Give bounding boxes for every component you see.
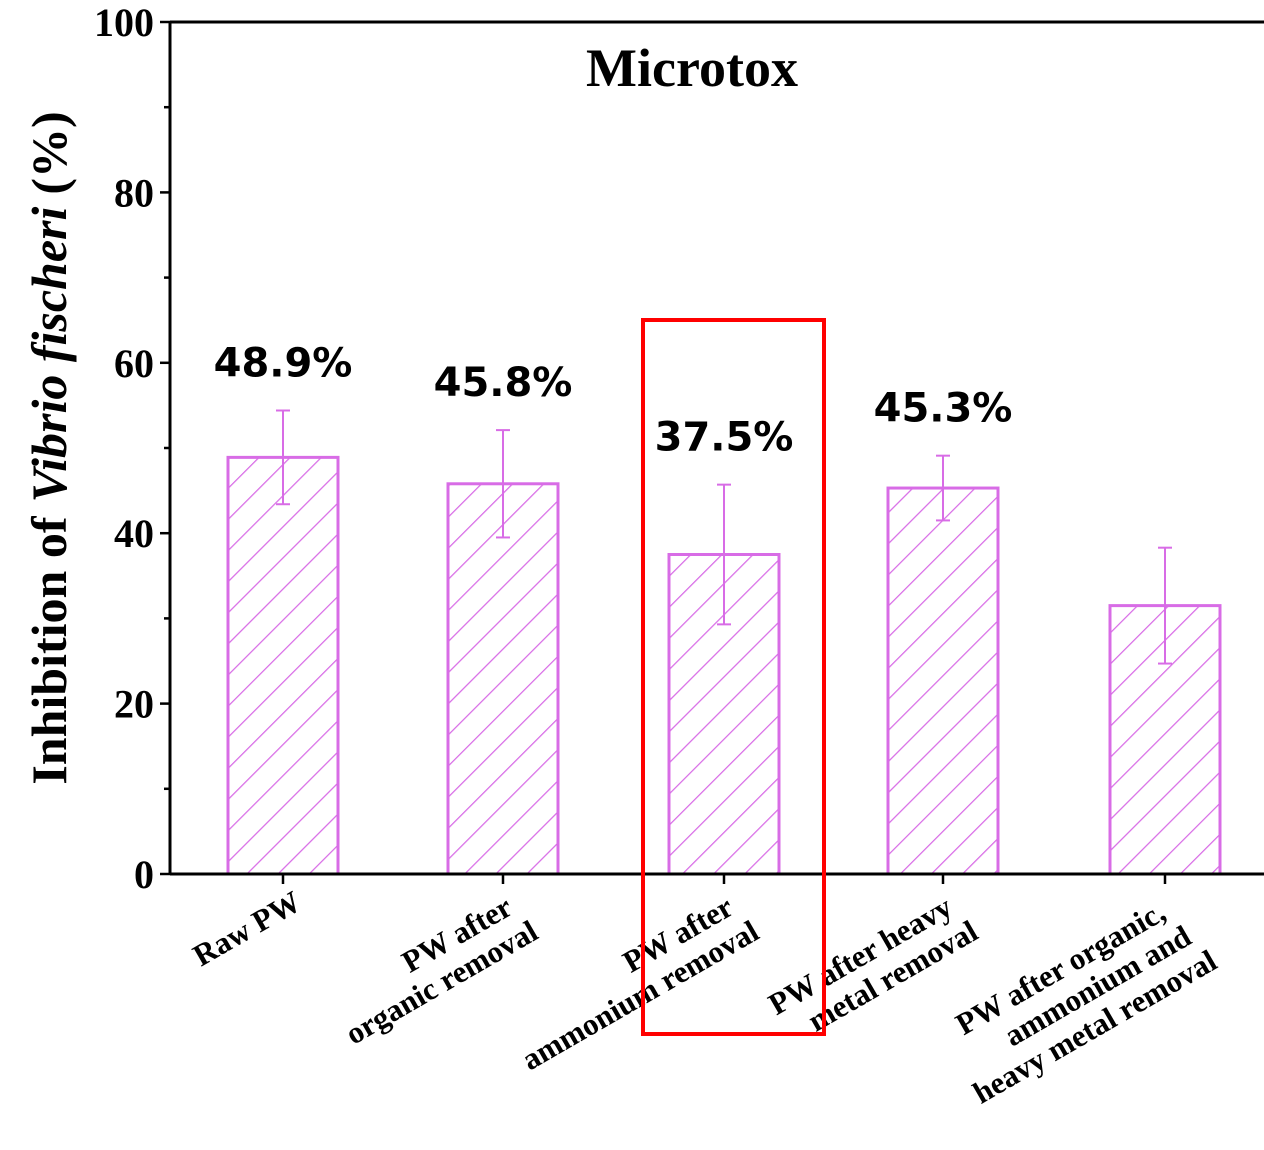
y-ticks: 0 20 40 60 80 100 xyxy=(94,0,170,897)
data-label: 48.9% xyxy=(214,341,353,387)
y-axis-label-prefix: Inhibition of xyxy=(21,515,77,785)
x-tick-label-group: Raw PW xyxy=(187,884,307,973)
y-axis-label-unit: (%) xyxy=(21,111,77,194)
y-tick-label: 20 xyxy=(114,682,154,727)
data-label: 37.5% xyxy=(655,415,794,461)
y-axis-label: Inhibition of Vibrio fischeri (%) xyxy=(21,111,77,784)
y-tick-label: 100 xyxy=(94,0,154,45)
bar xyxy=(886,486,1000,876)
highlight-box xyxy=(641,318,826,1036)
y-axis-label-species: Vibrio fischeri xyxy=(21,207,77,503)
x-tick-label: Raw PW xyxy=(187,884,307,973)
y-tick-label: 80 xyxy=(114,170,154,215)
bar xyxy=(226,455,340,876)
y-tick-label: 40 xyxy=(114,511,154,556)
data-label: 45.3% xyxy=(874,386,1013,432)
data-labels: 48.9% 45.8% 37.5% 45.3% xyxy=(214,341,1013,461)
chart-title: Microtox xyxy=(586,38,798,98)
bars-layer xyxy=(226,409,1222,876)
y-tick-label: 60 xyxy=(114,341,154,386)
y-tick-label: 0 xyxy=(134,852,154,897)
bar xyxy=(446,482,560,876)
data-label: 45.8% xyxy=(434,360,573,406)
